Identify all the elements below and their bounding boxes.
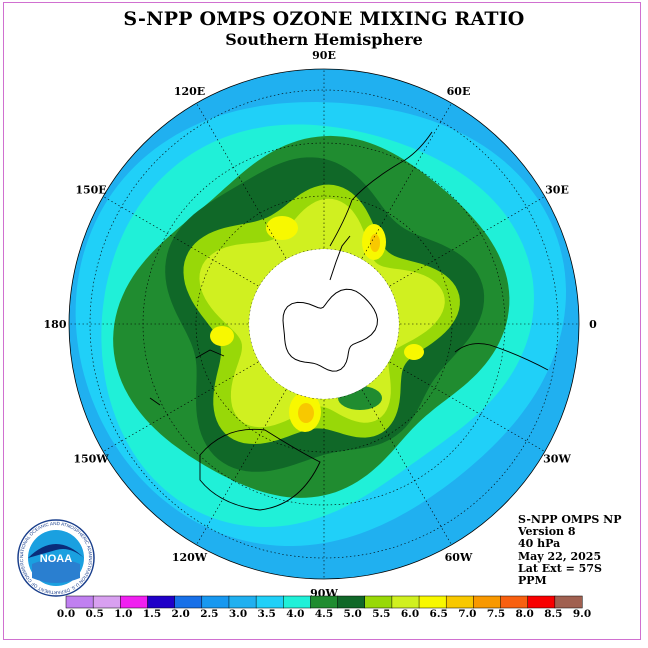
colorbar-tick-label: 8.5: [544, 608, 563, 620]
meridian-line: [196, 323, 325, 545]
lon-label-150w: 150W: [73, 453, 109, 466]
contour-patch-7.0: [370, 234, 380, 252]
colorbar-swatch: [283, 595, 311, 609]
latitude-circle: [89, 89, 559, 559]
meridian-line: [323, 323, 452, 545]
lon-label-120w: 120W: [172, 551, 208, 564]
colorbar-swatch: [174, 595, 203, 609]
figure-frame: [3, 2, 641, 640]
lon-label-30w: 30W: [543, 453, 571, 466]
colorbar-swatch: [445, 595, 474, 609]
colorbar-tick-label: 4.5: [314, 608, 334, 620]
units-label: PPM: [518, 574, 547, 588]
antarctica-outline: [282, 235, 379, 372]
south-america-outline: [329, 131, 433, 247]
colorbar-tick-label: 0.5: [85, 608, 104, 620]
colorbar-swatch: [527, 595, 556, 609]
graticule: [69, 69, 579, 579]
map-subtitle: Southern Hemisphere: [225, 30, 423, 49]
meridian-line: [323, 196, 545, 325]
meridian-line: [323, 103, 452, 325]
colorbar-tick-label: 7.5: [486, 608, 506, 620]
land-outlines: [149, 131, 549, 511]
colorbar-tick-label: 2.0: [171, 608, 190, 620]
contour-patch-6.5: [210, 326, 234, 346]
contour-patch-7.0: [298, 403, 314, 423]
meridian-line: [196, 103, 325, 325]
meridian-line: [103, 196, 325, 325]
version-label: Version 8: [518, 525, 576, 539]
lon-label-0: 0: [589, 318, 597, 331]
colorbar-tick-label: 9.0: [572, 608, 592, 620]
lon-label-60w: 60W: [445, 551, 473, 564]
colorbar-tick-label: 1.5: [142, 608, 162, 620]
colorbar-tick-label: 5.0: [343, 608, 362, 620]
colorbar-swatch: [120, 595, 149, 609]
colorbar-tick-label: 2.5: [200, 608, 219, 620]
metadata-block: S-NPP OMPS NP Version 8 40 hPa May 22, 2…: [518, 513, 622, 588]
colorbar-tick-label: 6.5: [429, 608, 448, 620]
pole-no-data-circle: [249, 249, 399, 399]
svg-text:NOAA: NOAA: [40, 553, 72, 565]
lon-label-90e: 90E: [312, 49, 336, 62]
meridian-line: [103, 323, 325, 452]
meridian-line: [323, 323, 545, 452]
colorbar-tick-label: 3.5: [257, 608, 276, 620]
colorbar-tick-label: 8.0: [515, 608, 534, 620]
africa-outline: [454, 343, 549, 371]
map-title: S-NPP OMPS OZONE MIXING RATIO: [123, 8, 525, 30]
colorbar-swatch: [554, 595, 583, 609]
colorbar-swatch: [473, 595, 502, 609]
lon-label-150e: 150E: [75, 184, 106, 197]
date-label: May 22, 2025: [518, 549, 602, 563]
colorbar-tick-label: 0.0: [56, 608, 76, 620]
colorbar-swatch: [310, 595, 339, 609]
lon-label-30e: 30E: [545, 184, 569, 197]
colorbar-tick-label: 6.0: [400, 608, 420, 620]
colorbar-swatch: [418, 595, 447, 609]
colorbar-swatch: [255, 595, 284, 609]
colorbar-swatch: [147, 595, 176, 609]
australia-outline: [199, 428, 321, 511]
colorbar-tick-label: 4.0: [286, 608, 305, 620]
noaa-logo: NOAA NATIONAL OCEANIC AND ATMOSPHERIC AD…: [16, 518, 95, 597]
lon-label-120e: 120E: [174, 85, 205, 98]
contour-patch-6.5: [404, 344, 424, 360]
colorbar-swatch: [364, 595, 393, 609]
colorbar-tick-label: 1.0: [114, 608, 133, 620]
colorbar-swatch: [337, 595, 366, 609]
ozone-contour-fill: [69, 69, 579, 579]
colorbar-swatch: [201, 595, 230, 609]
map-boundary: [68, 68, 580, 580]
colorbar-swatch: [228, 595, 257, 609]
lon-label-60e: 60E: [447, 85, 471, 98]
colorbar: [65, 595, 583, 609]
colorbar-labels: 0.0 0.5 1.0 1.5 2.0 2.5 3.0 3.5 4.0 4.5 5.0 5.5 6.0 6…: [0, 608, 648, 624]
new-zealand-outline: [149, 349, 225, 406]
colorbar-tick-label: 7.0: [458, 608, 477, 620]
pressure-level-label: 40 hPa: [518, 537, 561, 551]
contour-patch-6.5: [266, 216, 298, 240]
colorbar-tick-label: 5.5: [372, 608, 391, 620]
colorbar-tick-label: 3.0: [228, 608, 248, 620]
colorbar-swatch: [500, 595, 529, 609]
colorbar-swatch: [391, 595, 420, 609]
instrument-label: S-NPP OMPS NP: [518, 513, 622, 526]
colorbar-swatch: [92, 595, 121, 609]
lon-label-180: 180: [44, 318, 67, 331]
lat-extent-label: Lat Ext = 57S: [518, 561, 602, 575]
